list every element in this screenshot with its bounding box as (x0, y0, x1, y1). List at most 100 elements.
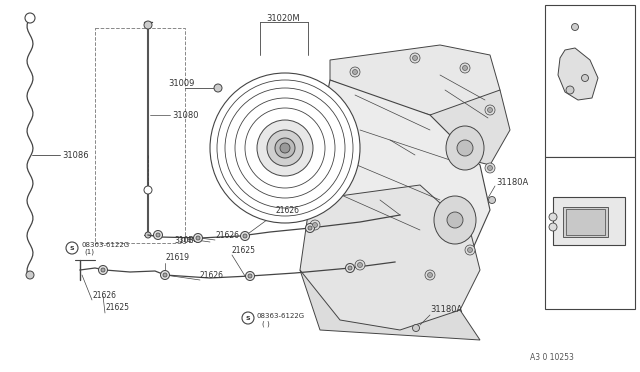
Circle shape (308, 226, 312, 230)
Circle shape (346, 263, 355, 273)
Text: 31037: 31037 (600, 87, 627, 96)
Circle shape (66, 242, 78, 254)
Text: S: S (70, 246, 74, 250)
Bar (553, 197, 625, 245)
Polygon shape (430, 90, 510, 165)
Text: 21625: 21625 (105, 304, 129, 312)
Circle shape (549, 223, 557, 231)
Bar (563, 207, 608, 237)
Circle shape (467, 247, 472, 253)
Circle shape (163, 273, 167, 277)
Circle shape (210, 73, 360, 223)
Circle shape (488, 166, 493, 170)
Text: 08363-6122G: 08363-6122G (257, 313, 305, 319)
Circle shape (312, 222, 317, 228)
Circle shape (257, 120, 313, 176)
Circle shape (355, 260, 365, 270)
Circle shape (196, 236, 200, 240)
Polygon shape (300, 185, 480, 330)
Circle shape (154, 231, 163, 240)
Circle shape (350, 67, 360, 77)
Text: 08363-6122G: 08363-6122G (81, 242, 129, 248)
Text: 21626: 21626 (92, 291, 116, 299)
Text: 31020M: 31020M (266, 13, 300, 22)
Circle shape (582, 74, 589, 81)
Ellipse shape (434, 196, 476, 244)
Circle shape (243, 234, 247, 238)
Circle shape (457, 140, 473, 156)
Circle shape (275, 138, 295, 158)
Circle shape (447, 212, 463, 228)
Text: 31180A: 31180A (496, 177, 528, 186)
Circle shape (413, 55, 417, 61)
Bar (545, 5, 635, 157)
Circle shape (353, 70, 358, 74)
Text: 21626: 21626 (215, 231, 239, 240)
Text: 21626: 21626 (200, 270, 224, 279)
Text: 21626: 21626 (276, 205, 300, 215)
Text: 21619: 21619 (165, 253, 189, 263)
Text: S: S (246, 315, 250, 321)
Circle shape (280, 143, 290, 153)
Circle shape (101, 268, 105, 272)
Circle shape (463, 65, 467, 71)
Circle shape (425, 270, 435, 280)
Circle shape (310, 220, 320, 230)
Circle shape (305, 224, 314, 232)
Circle shape (488, 196, 495, 203)
Circle shape (161, 270, 170, 279)
Text: 31180A: 31180A (430, 305, 462, 314)
Circle shape (26, 271, 34, 279)
Circle shape (241, 231, 250, 241)
Bar (545, 157, 635, 309)
Text: 08368-6165G: 08368-6165G (565, 12, 613, 18)
Circle shape (549, 213, 557, 221)
Text: ( ): ( ) (262, 321, 269, 327)
Text: (1): (1) (84, 249, 94, 255)
Circle shape (248, 274, 252, 278)
Text: 21625: 21625 (232, 246, 256, 254)
Circle shape (144, 186, 152, 194)
Bar (566, 209, 605, 235)
Circle shape (485, 163, 495, 173)
Text: B: B (554, 167, 559, 173)
Circle shape (358, 263, 362, 267)
Polygon shape (300, 270, 480, 340)
Circle shape (242, 312, 254, 324)
Text: (2): (2) (566, 172, 576, 178)
Circle shape (460, 63, 470, 73)
Text: 31009: 31009 (168, 78, 195, 87)
Circle shape (267, 130, 303, 166)
Circle shape (144, 21, 152, 29)
Text: 0B146-6162G: 0B146-6162G (565, 164, 613, 170)
Circle shape (156, 233, 160, 237)
Circle shape (572, 23, 579, 31)
Text: 31086: 31086 (62, 151, 88, 160)
Circle shape (566, 86, 574, 94)
Circle shape (99, 266, 108, 275)
Circle shape (214, 84, 222, 92)
Text: 31B4: 31B4 (178, 237, 196, 243)
Circle shape (25, 13, 35, 23)
Circle shape (193, 234, 202, 243)
Ellipse shape (446, 126, 484, 170)
Circle shape (488, 108, 493, 112)
Circle shape (428, 273, 433, 278)
Polygon shape (330, 45, 500, 120)
Circle shape (348, 266, 352, 270)
Circle shape (465, 245, 475, 255)
Circle shape (550, 12, 562, 24)
Circle shape (550, 164, 562, 176)
Text: (2): (2) (566, 20, 576, 26)
Circle shape (410, 53, 420, 63)
Circle shape (246, 272, 255, 280)
Text: 31036: 31036 (585, 179, 612, 187)
Text: A3 0 10253: A3 0 10253 (530, 353, 574, 362)
Polygon shape (310, 80, 490, 270)
Text: S: S (554, 16, 558, 20)
Text: 31080: 31080 (172, 110, 198, 119)
Polygon shape (558, 48, 598, 100)
Text: 310B4: 310B4 (174, 235, 198, 244)
Bar (95, 28, 185, 243)
Circle shape (413, 324, 419, 331)
